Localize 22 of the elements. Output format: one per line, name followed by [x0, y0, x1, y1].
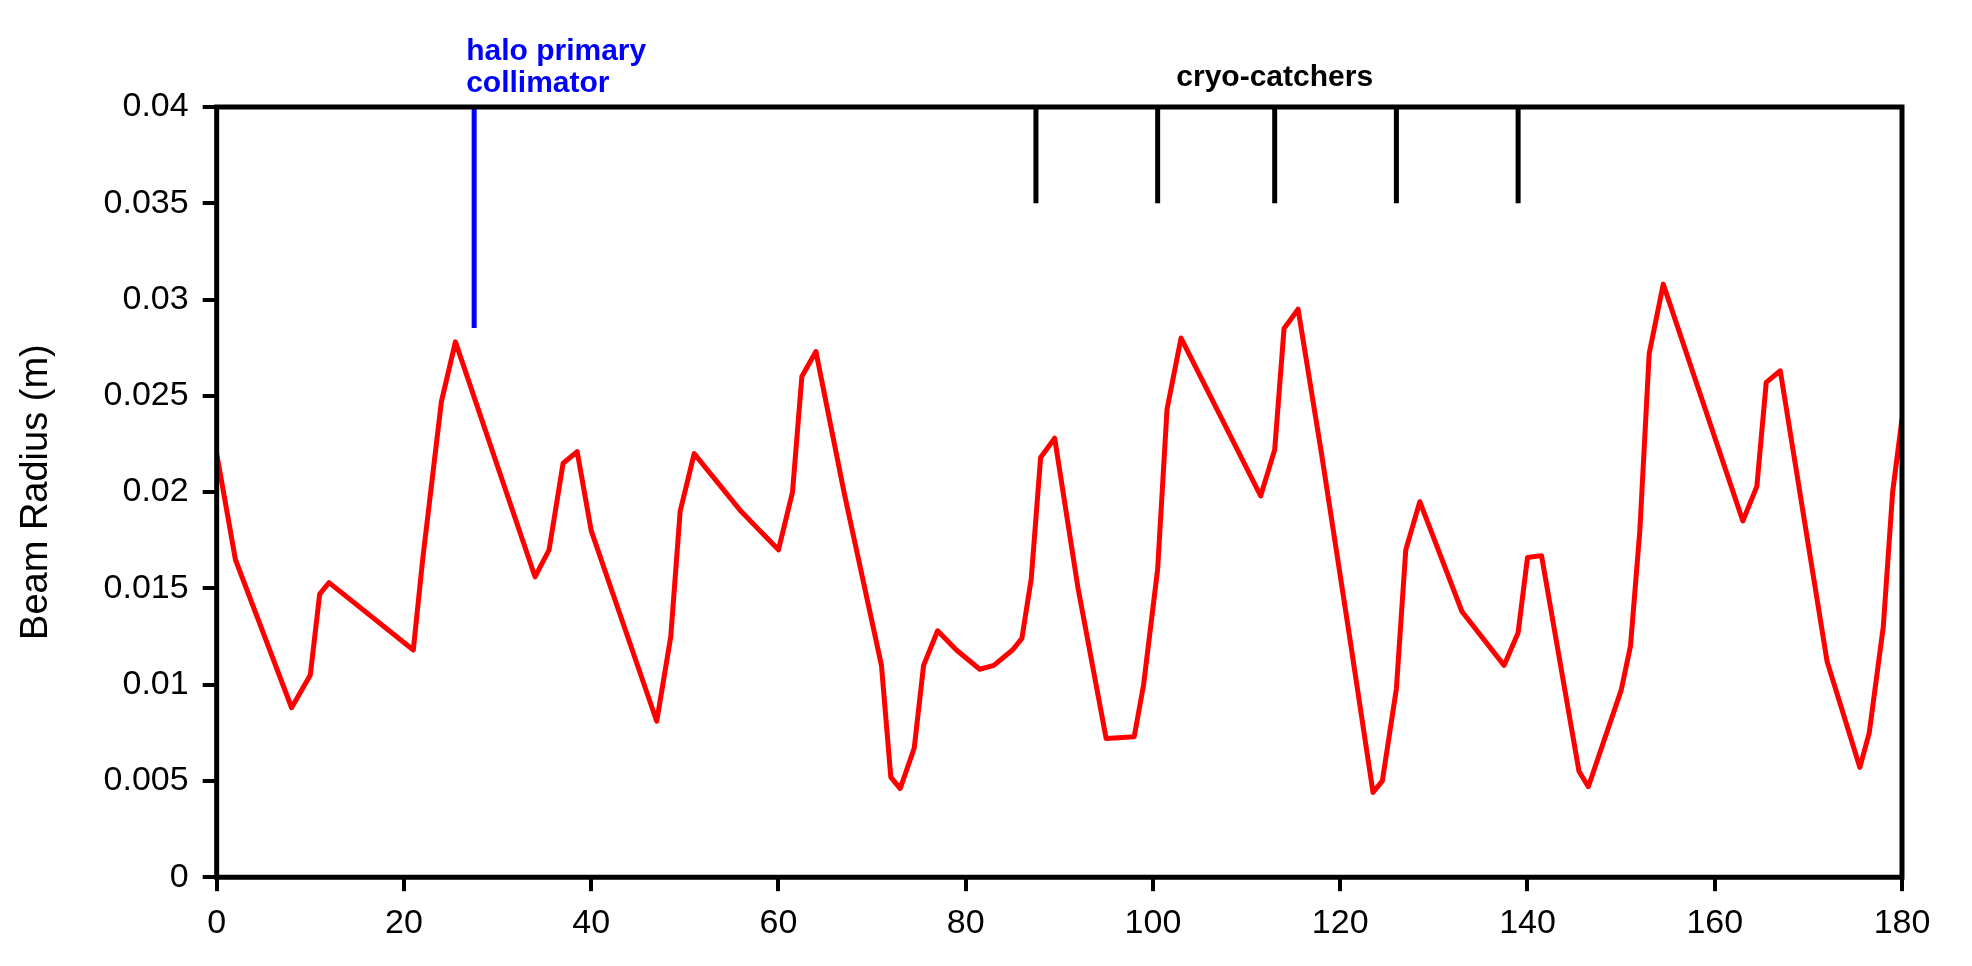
x-tick-label: 60: [759, 901, 798, 940]
x-tick-label: 100: [1124, 901, 1182, 940]
y-axis-title: Beam Radius (m): [13, 344, 56, 640]
x-tick-label: 0: [207, 901, 227, 940]
x-tick-label: 40: [572, 901, 611, 940]
y-tick-label: 0.015: [103, 566, 189, 605]
x-tick-label: 20: [385, 901, 423, 940]
x-tick-label: 120: [1311, 901, 1369, 940]
x-tick-label: 160: [1686, 901, 1744, 940]
y-tick-label: 0.01: [122, 663, 189, 702]
y-tick-label: 0.025: [103, 374, 189, 413]
y-tick-label: 0: [169, 855, 189, 894]
x-tick-label: 80: [946, 901, 985, 940]
y-tick-label: 0.04: [122, 85, 189, 124]
ref-line-label: halo primary collimator: [466, 33, 647, 99]
annotation: cryo-catchers: [1176, 59, 1374, 93]
y-tick-label: 0.02: [122, 470, 189, 509]
x-tick-label: 180: [1873, 901, 1931, 940]
x-tick-label: 140: [1499, 901, 1556, 940]
y-tick-label: 0.035: [103, 181, 189, 220]
y-tick-label: 0.03: [122, 277, 189, 316]
y-tick-label: 0.005: [103, 759, 189, 798]
